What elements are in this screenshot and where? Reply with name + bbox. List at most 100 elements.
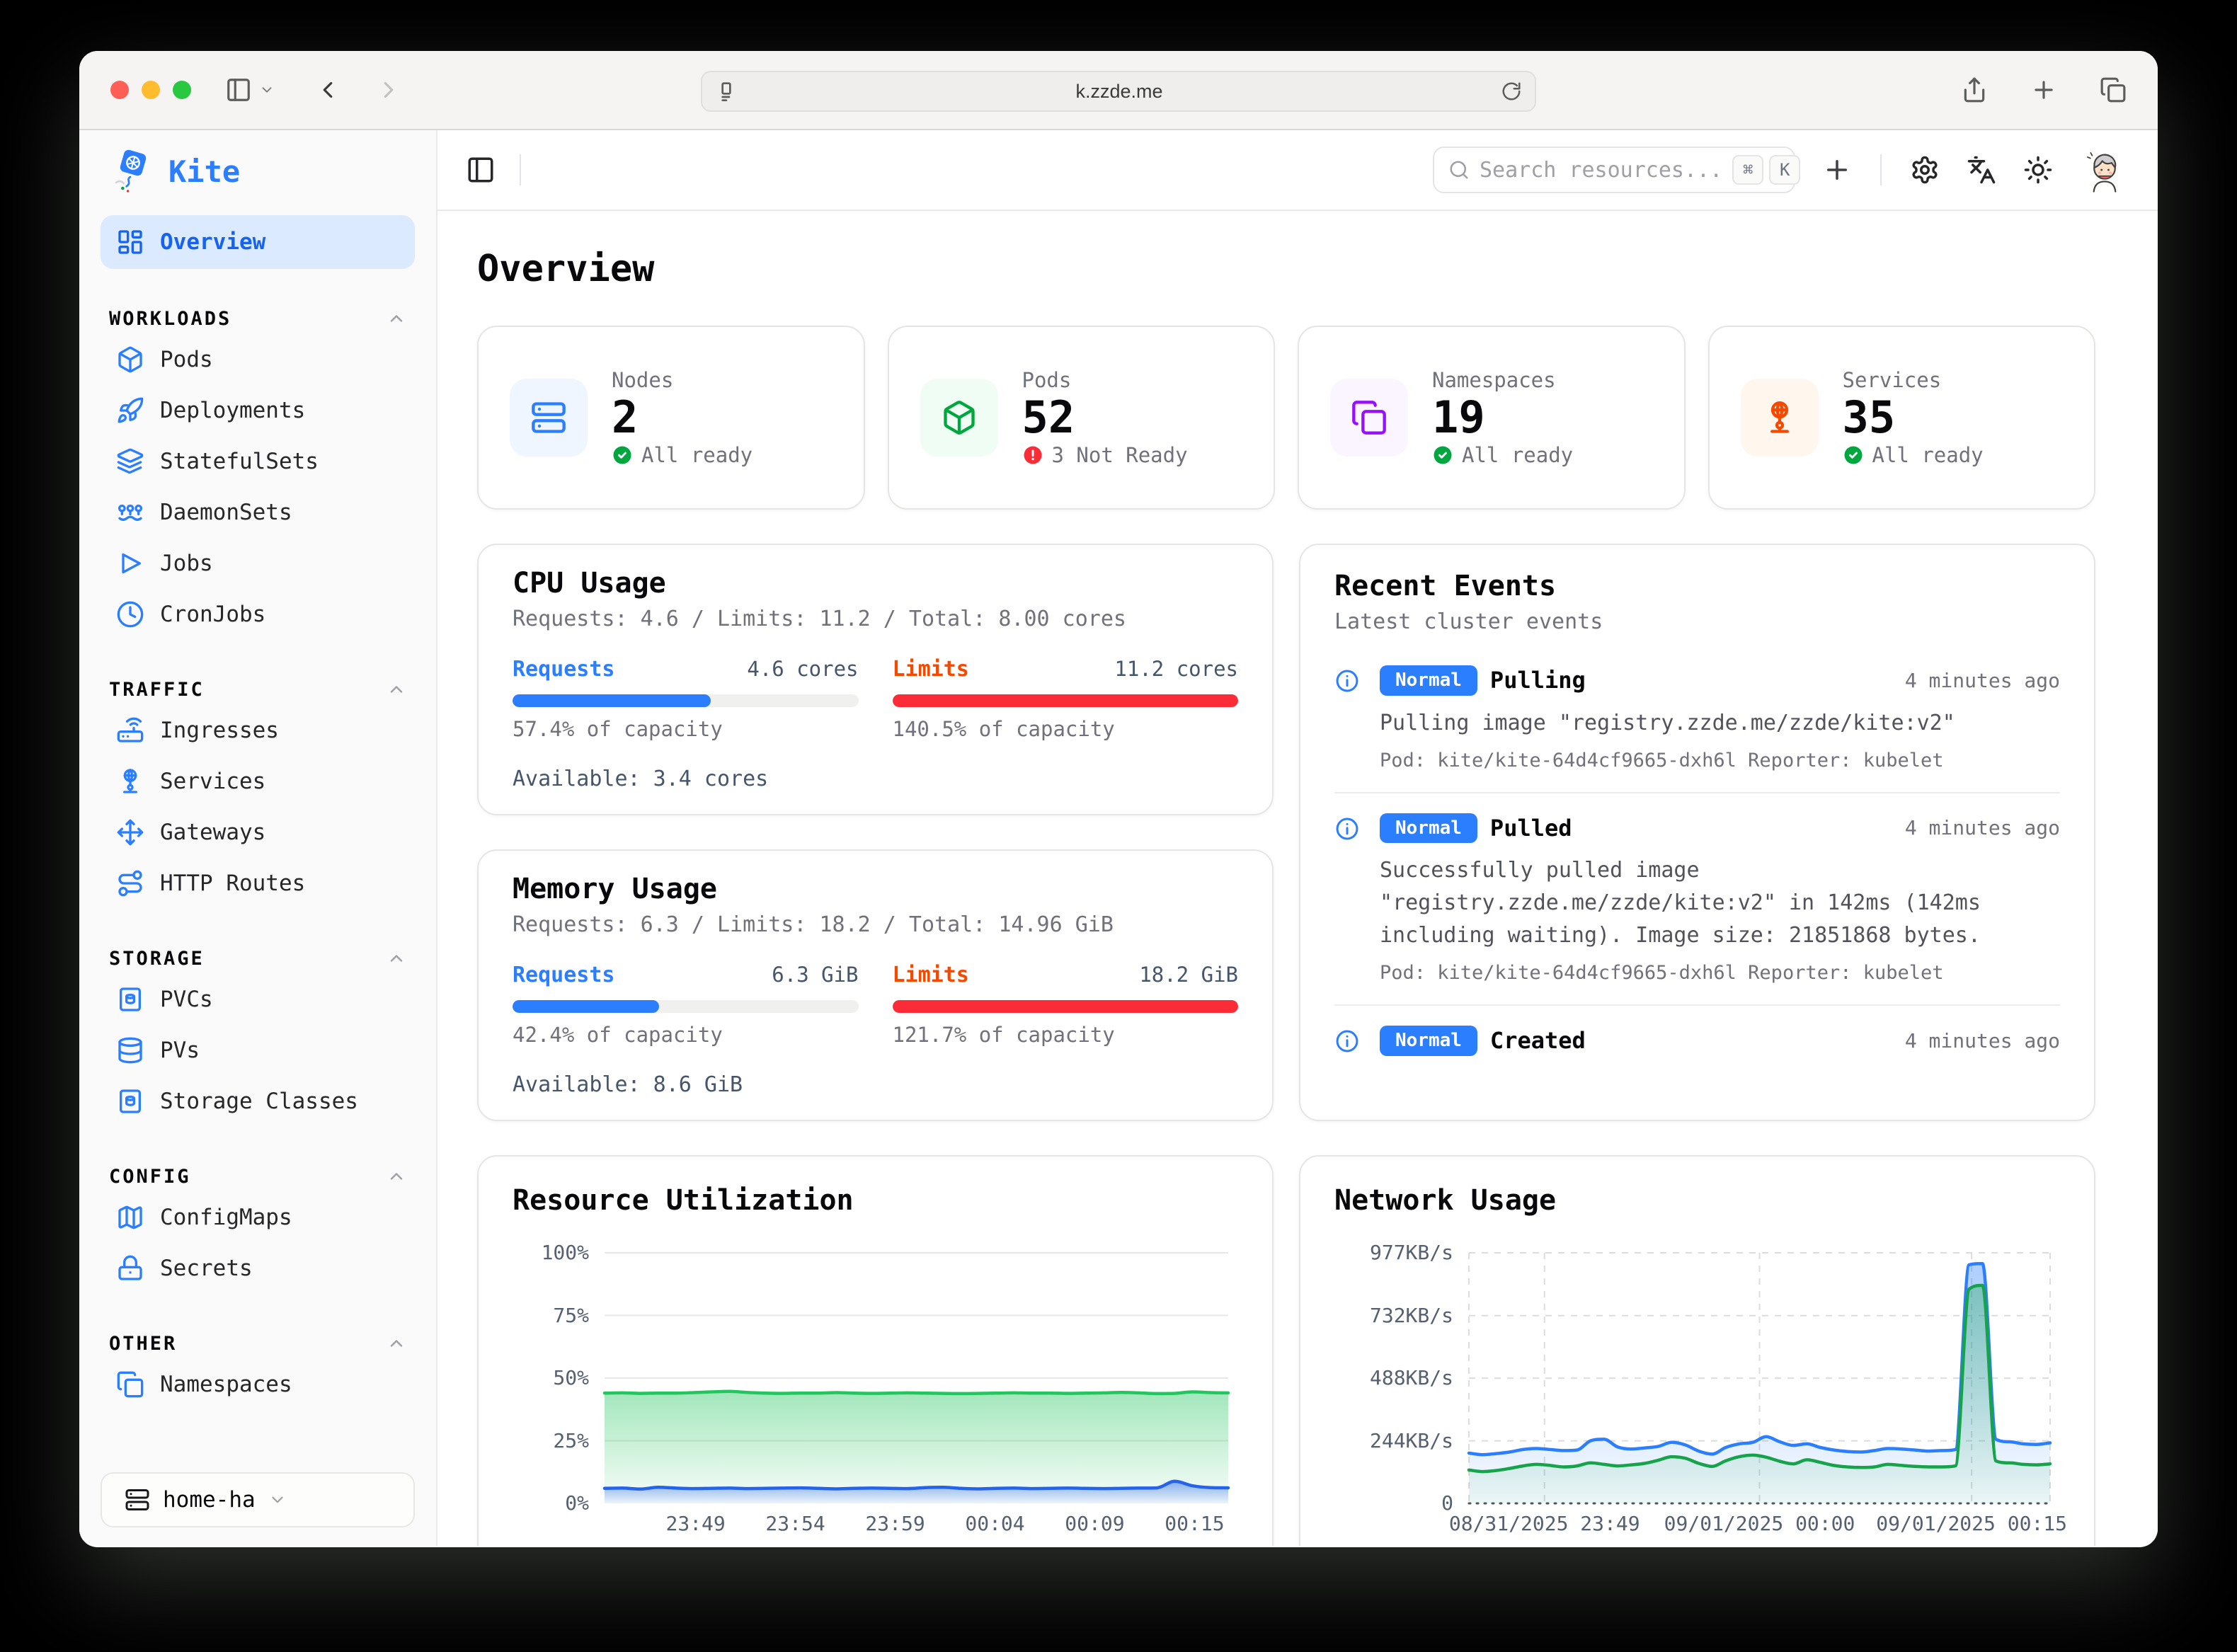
add-resource-button[interactable]: [1822, 155, 1852, 185]
copy-icon: [1351, 399, 1388, 436]
overview-page: Overview Nodes 2 All ready: [437, 211, 2158, 1546]
sidebar-section-storage[interactable]: STORAGE: [101, 943, 415, 974]
sidebar-section-config[interactable]: CONFIG: [101, 1161, 415, 1192]
kite-logo-icon: [110, 149, 156, 194]
memory-requests-meter: Requests 6.3 GiB 42.4% of capacity: [513, 963, 859, 1047]
divider: [1334, 791, 2060, 793]
show-tabs-button[interactable]: [2100, 76, 2127, 103]
sidebar-menu-chevron[interactable]: [259, 82, 275, 98]
sidebar-item-namespaces[interactable]: Namespaces: [101, 1359, 415, 1410]
window-controls: [110, 81, 191, 99]
progress-bar: [892, 1000, 1238, 1013]
search-icon: [1448, 159, 1470, 180]
event-type-badge: Normal: [1380, 1026, 1477, 1056]
address-bar[interactable]: k.zzde.me: [701, 71, 1536, 112]
cpu-limits-meter: Limits 11.2 cores 140.5% of capacity: [892, 657, 1238, 741]
event-type-badge: Normal: [1380, 813, 1477, 844]
browser-toolbar: k.zzde.me: [79, 51, 2158, 130]
url-text: k.zzde.me: [1075, 80, 1163, 102]
event-row-created[interactable]: Normal Created 4 minutes ago: [1334, 1026, 2060, 1056]
language-button[interactable]: [1967, 155, 1996, 185]
sidebar-section-workloads[interactable]: WORKLOADS: [101, 303, 415, 334]
memory-usage-card: Memory Usage Requests: 6.3 / Limits: 18.…: [477, 849, 1274, 1121]
minimize-window-button[interactable]: [142, 81, 160, 99]
cpu-requests-meter: Requests 4.6 cores 57.4% of capacity: [513, 657, 859, 741]
namespaces-stat-card[interactable]: Namespaces 19 All ready: [1298, 326, 1686, 510]
search-input[interactable]: Search resources... ⌘ K: [1433, 147, 1801, 193]
cluster-selector[interactable]: home-ha: [101, 1472, 415, 1527]
toggle-sidebar-button[interactable]: [225, 76, 252, 103]
avatar: [2080, 145, 2129, 195]
sidebar-item-pvs[interactable]: PVs: [101, 1025, 415, 1076]
dashboard-icon: [116, 228, 144, 256]
check-circle-icon: [1432, 444, 1453, 466]
sidebar-item-http-routes[interactable]: HTTP Routes: [101, 858, 415, 909]
sidebar-item-statefulsets[interactable]: StatefulSets: [101, 436, 415, 487]
stats-row: Nodes 2 All ready Pods 52 3 Not Ready: [477, 326, 2095, 510]
back-button[interactable]: [314, 76, 341, 103]
reload-icon[interactable]: [1501, 81, 1522, 102]
share-button[interactable]: [1961, 76, 1988, 103]
recent-events-card: Recent Events Latest cluster events Norm…: [1299, 544, 2095, 1121]
pods-stat-card[interactable]: Pods 52 3 Not Ready: [887, 326, 1275, 510]
info-icon: [1334, 668, 1360, 694]
close-window-button[interactable]: [110, 81, 129, 99]
forward-button[interactable]: [375, 76, 402, 103]
services-stat-card[interactable]: Services 35 All ready: [1707, 326, 2095, 510]
sidebar-item-services[interactable]: Services: [101, 756, 415, 807]
sun-icon: [2023, 155, 2053, 185]
sidebar-item-gateways[interactable]: Gateways: [101, 807, 415, 858]
new-tab-button[interactable]: [2030, 76, 2057, 103]
sidebar-item-configmaps[interactable]: ConfigMaps: [101, 1192, 415, 1243]
sidebar-section-other[interactable]: OTHER: [101, 1328, 415, 1359]
rocket-icon: [116, 396, 144, 425]
nodes-stat-card[interactable]: Nodes 2 All ready: [477, 326, 865, 510]
sidebar-item-overview[interactable]: Overview: [101, 215, 415, 269]
lock-icon: [116, 1254, 144, 1283]
user-menu-button[interactable]: [2080, 145, 2129, 195]
file-box-icon: [116, 1087, 144, 1115]
reader-icon[interactable]: [715, 80, 738, 103]
alert-circle-icon: [1022, 444, 1043, 466]
panel-left-icon: [225, 76, 252, 103]
settings-button[interactable]: [1910, 155, 1940, 185]
progress-bar: [513, 1000, 859, 1013]
check-circle-icon: [1843, 444, 1864, 466]
layers-icon: [116, 447, 144, 476]
sidebar-section-traffic[interactable]: TRAFFIC: [101, 674, 415, 705]
progress-bar: [892, 694, 1238, 707]
sidebar-item-storage-classes[interactable]: Storage Classes: [101, 1076, 415, 1127]
sidebar-item-deployments[interactable]: Deployments: [101, 385, 415, 436]
copy-icon: [116, 1370, 144, 1399]
box-icon: [116, 345, 144, 374]
chevron-up-icon: [387, 309, 406, 328]
plus-icon: [1822, 155, 1852, 185]
network-usage-chart[interactable]: 0 244KB/s 488KB/s 732KB/s 977KB/s 08/31/2025 …: [1369, 1241, 2068, 1535]
event-row-pulled[interactable]: Normal Pulled 4 minutes ago Successfully…: [1334, 813, 2060, 985]
event-row-pulling[interactable]: Normal Pulling 4 minutes ago Pulling ima…: [1334, 665, 2060, 772]
sidebar-item-daemonsets[interactable]: DaemonSets: [101, 487, 415, 538]
search-placeholder: Search resources...: [1480, 157, 1723, 183]
chevron-up-icon: [387, 679, 406, 699]
zoom-window-button[interactable]: [173, 81, 191, 99]
play-icon: [116, 549, 144, 578]
sidebar-item-secrets[interactable]: Secrets: [101, 1243, 415, 1294]
clock-icon: [116, 600, 144, 629]
map-icon: [116, 1203, 144, 1232]
sidebar-item-ingresses[interactable]: Ingresses: [101, 705, 415, 756]
divider: [1334, 1004, 2060, 1006]
sidebar-item-pvcs[interactable]: PVCs: [101, 974, 415, 1025]
sidebar-item-pods[interactable]: Pods: [101, 334, 415, 385]
resource-utilization-chart[interactable]: 0% 25% 50% 75% 100% 23:49 23:54 23:59 00:04 00:09…: [513, 1241, 1238, 1536]
cmd-keycap: ⌘: [1732, 155, 1764, 185]
globe-icon: [1761, 399, 1798, 436]
theme-toggle-button[interactable]: [2023, 155, 2053, 185]
check-circle-icon: [612, 444, 633, 466]
brand[interactable]: Kite: [101, 149, 415, 194]
sidebar: Kite Overview WORKLOADS Pods Deployments…: [79, 130, 437, 1546]
chevron-down-icon: [268, 1491, 287, 1509]
globe-icon: [116, 767, 144, 796]
collapse-sidebar-button[interactable]: [466, 155, 496, 185]
sidebar-item-cronjobs[interactable]: CronJobs: [101, 589, 415, 640]
sidebar-item-jobs[interactable]: Jobs: [101, 538, 415, 589]
